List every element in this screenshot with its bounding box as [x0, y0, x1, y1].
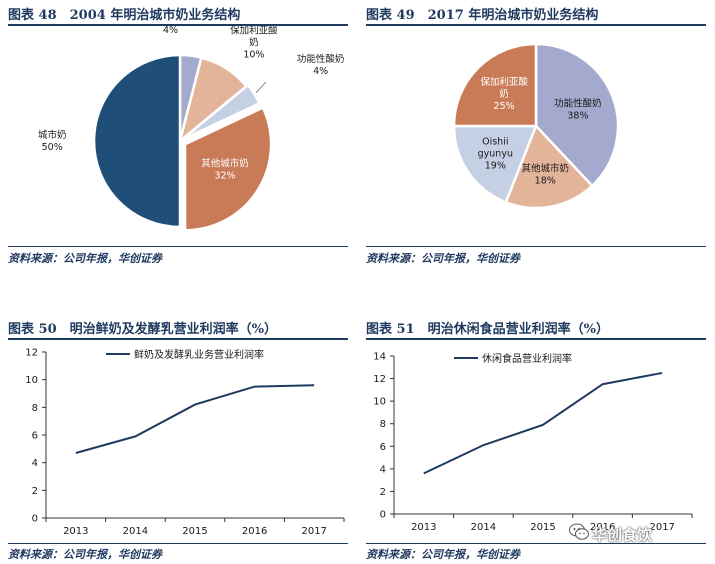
- pie-slice: [534, 42, 620, 188]
- pie-slice: [180, 83, 262, 142]
- pie-label: Oishiigyunyu4%: [153, 26, 188, 36]
- pie-slice: [452, 42, 538, 128]
- pie-label: 其他城市奶 18%: [521, 162, 569, 186]
- pie-slice: [452, 124, 538, 204]
- y-tick-label: 2: [32, 486, 38, 497]
- pie-leader-line: [255, 81, 267, 94]
- x-tick-label: 2017: [649, 522, 674, 533]
- panel-50: 图表 50 明治鲜奶及发酵乳营业利润率（%） 0 2 4 6 8 10 12 2013 2014…: [8, 318, 348, 564]
- pie-label: 功能性酸奶 38%: [554, 97, 602, 121]
- x-tick-label: 2016: [242, 526, 267, 537]
- x-tick-label: 2013: [63, 526, 88, 537]
- source-note: 资料来源：公司年报，华创证券: [8, 252, 162, 265]
- line-chart-dairy-margin: 0 2 4 6 8 10 12 2013 2014 2015 2016 2017 鲜奶及发酵乳业务营业利…: [25, 348, 345, 537]
- pie-label: Oishii gyunyu 19%: [478, 137, 513, 172]
- y-tick-label: 6: [380, 442, 386, 453]
- pie-label: 其他城市奶 32%: [201, 158, 249, 182]
- panel-48: 图表 48 2004 年明治城市奶业务结构 Oishiigyunyu4% 保加利亚…: [8, 4, 348, 265]
- line-chart-snack-margin: 0 2 4 6 8 10 12 14 2013 2014 2015 2016 2017 休闲食品营业利润率: [373, 352, 693, 533]
- pie-label: 城市奶 50%: [38, 129, 67, 153]
- series-line: [75, 384, 315, 454]
- source-divider: [8, 246, 348, 247]
- source-note: 资料来源：公司年报，华创证券: [366, 548, 520, 561]
- y-tick-label: 2: [380, 487, 386, 498]
- y-tick-label: 10: [25, 375, 38, 386]
- panel-49: 图表 49 2017 年明治城市奶业务结构 功能性酸奶 38% 其他城市奶 18% Oi…: [366, 4, 706, 265]
- y-tick-label: 12: [373, 374, 386, 385]
- title-divider: [8, 338, 348, 340]
- y-tick-label: 6: [32, 431, 38, 442]
- source-note: 资料来源：公司年报，华创证券: [366, 252, 520, 265]
- source-note: 资料来源：公司年报，华创证券: [8, 548, 162, 561]
- watermark: 华创食饮: [592, 526, 653, 544]
- legend-label: 鲜奶及发酵乳业务营业利润率: [134, 348, 264, 361]
- y-tick-label: 14: [373, 352, 386, 363]
- title-divider: [366, 24, 706, 26]
- source-divider: [366, 543, 706, 544]
- chart-title: 图表 50 明治鲜奶及发酵乳营业利润率（%）: [8, 322, 277, 337]
- source-divider: [366, 246, 706, 247]
- x-tick-label: 2016: [590, 522, 615, 533]
- y-tick-label: 0: [380, 510, 386, 521]
- pie-slice: [504, 123, 594, 210]
- pie-slice: [92, 53, 182, 229]
- x-tick-label: 2015: [182, 526, 207, 537]
- y-tick-label: 0: [32, 514, 38, 525]
- x-tick-label: 2017: [301, 526, 326, 537]
- pie-label: 保加利亚酸奶 10%: [230, 26, 278, 61]
- pie-slice: [183, 105, 273, 232]
- chart-title: 图表 48 2004 年明治城市奶业务结构: [8, 8, 241, 23]
- title-divider: [366, 338, 706, 340]
- x-tick-label: 2014: [471, 522, 496, 533]
- y-tick-label: 4: [380, 464, 386, 475]
- y-tick-label: 4: [32, 458, 38, 469]
- legend-label: 休闲食品营业利润率: [482, 352, 572, 365]
- title-divider: [8, 24, 348, 26]
- chart-title: 图表 51 明治休闲食品营业利润率（%）: [366, 322, 609, 337]
- panel-51: 图表 51 明治休闲食品营业利润率（%） 0 2 4 6 8 10 12 14 2013 2014…: [366, 318, 706, 564]
- pie-label: 功能性酸奶 4%: [297, 53, 345, 77]
- x-tick-label: 2015: [530, 522, 555, 533]
- pie-label: 保加利亚酸奶 25%: [480, 76, 528, 112]
- y-tick-label: 8: [380, 419, 386, 430]
- pie-chart-2017: 功能性酸奶 38% 其他城市奶 18% Oishii gyunyu 19% 保加利亚酸奶 25%: [452, 42, 620, 210]
- y-tick-label: 12: [25, 348, 38, 359]
- x-tick-label: 2013: [411, 522, 436, 533]
- y-tick-label: 10: [373, 397, 386, 408]
- series-line: [423, 371, 663, 475]
- source-divider: [8, 543, 348, 544]
- wechat-icon: [569, 523, 589, 540]
- y-tick-label: 8: [32, 403, 38, 414]
- chart-title: 图表 49 2017 年明治城市奶业务结构: [366, 8, 599, 23]
- x-tick-label: 2014: [123, 526, 148, 537]
